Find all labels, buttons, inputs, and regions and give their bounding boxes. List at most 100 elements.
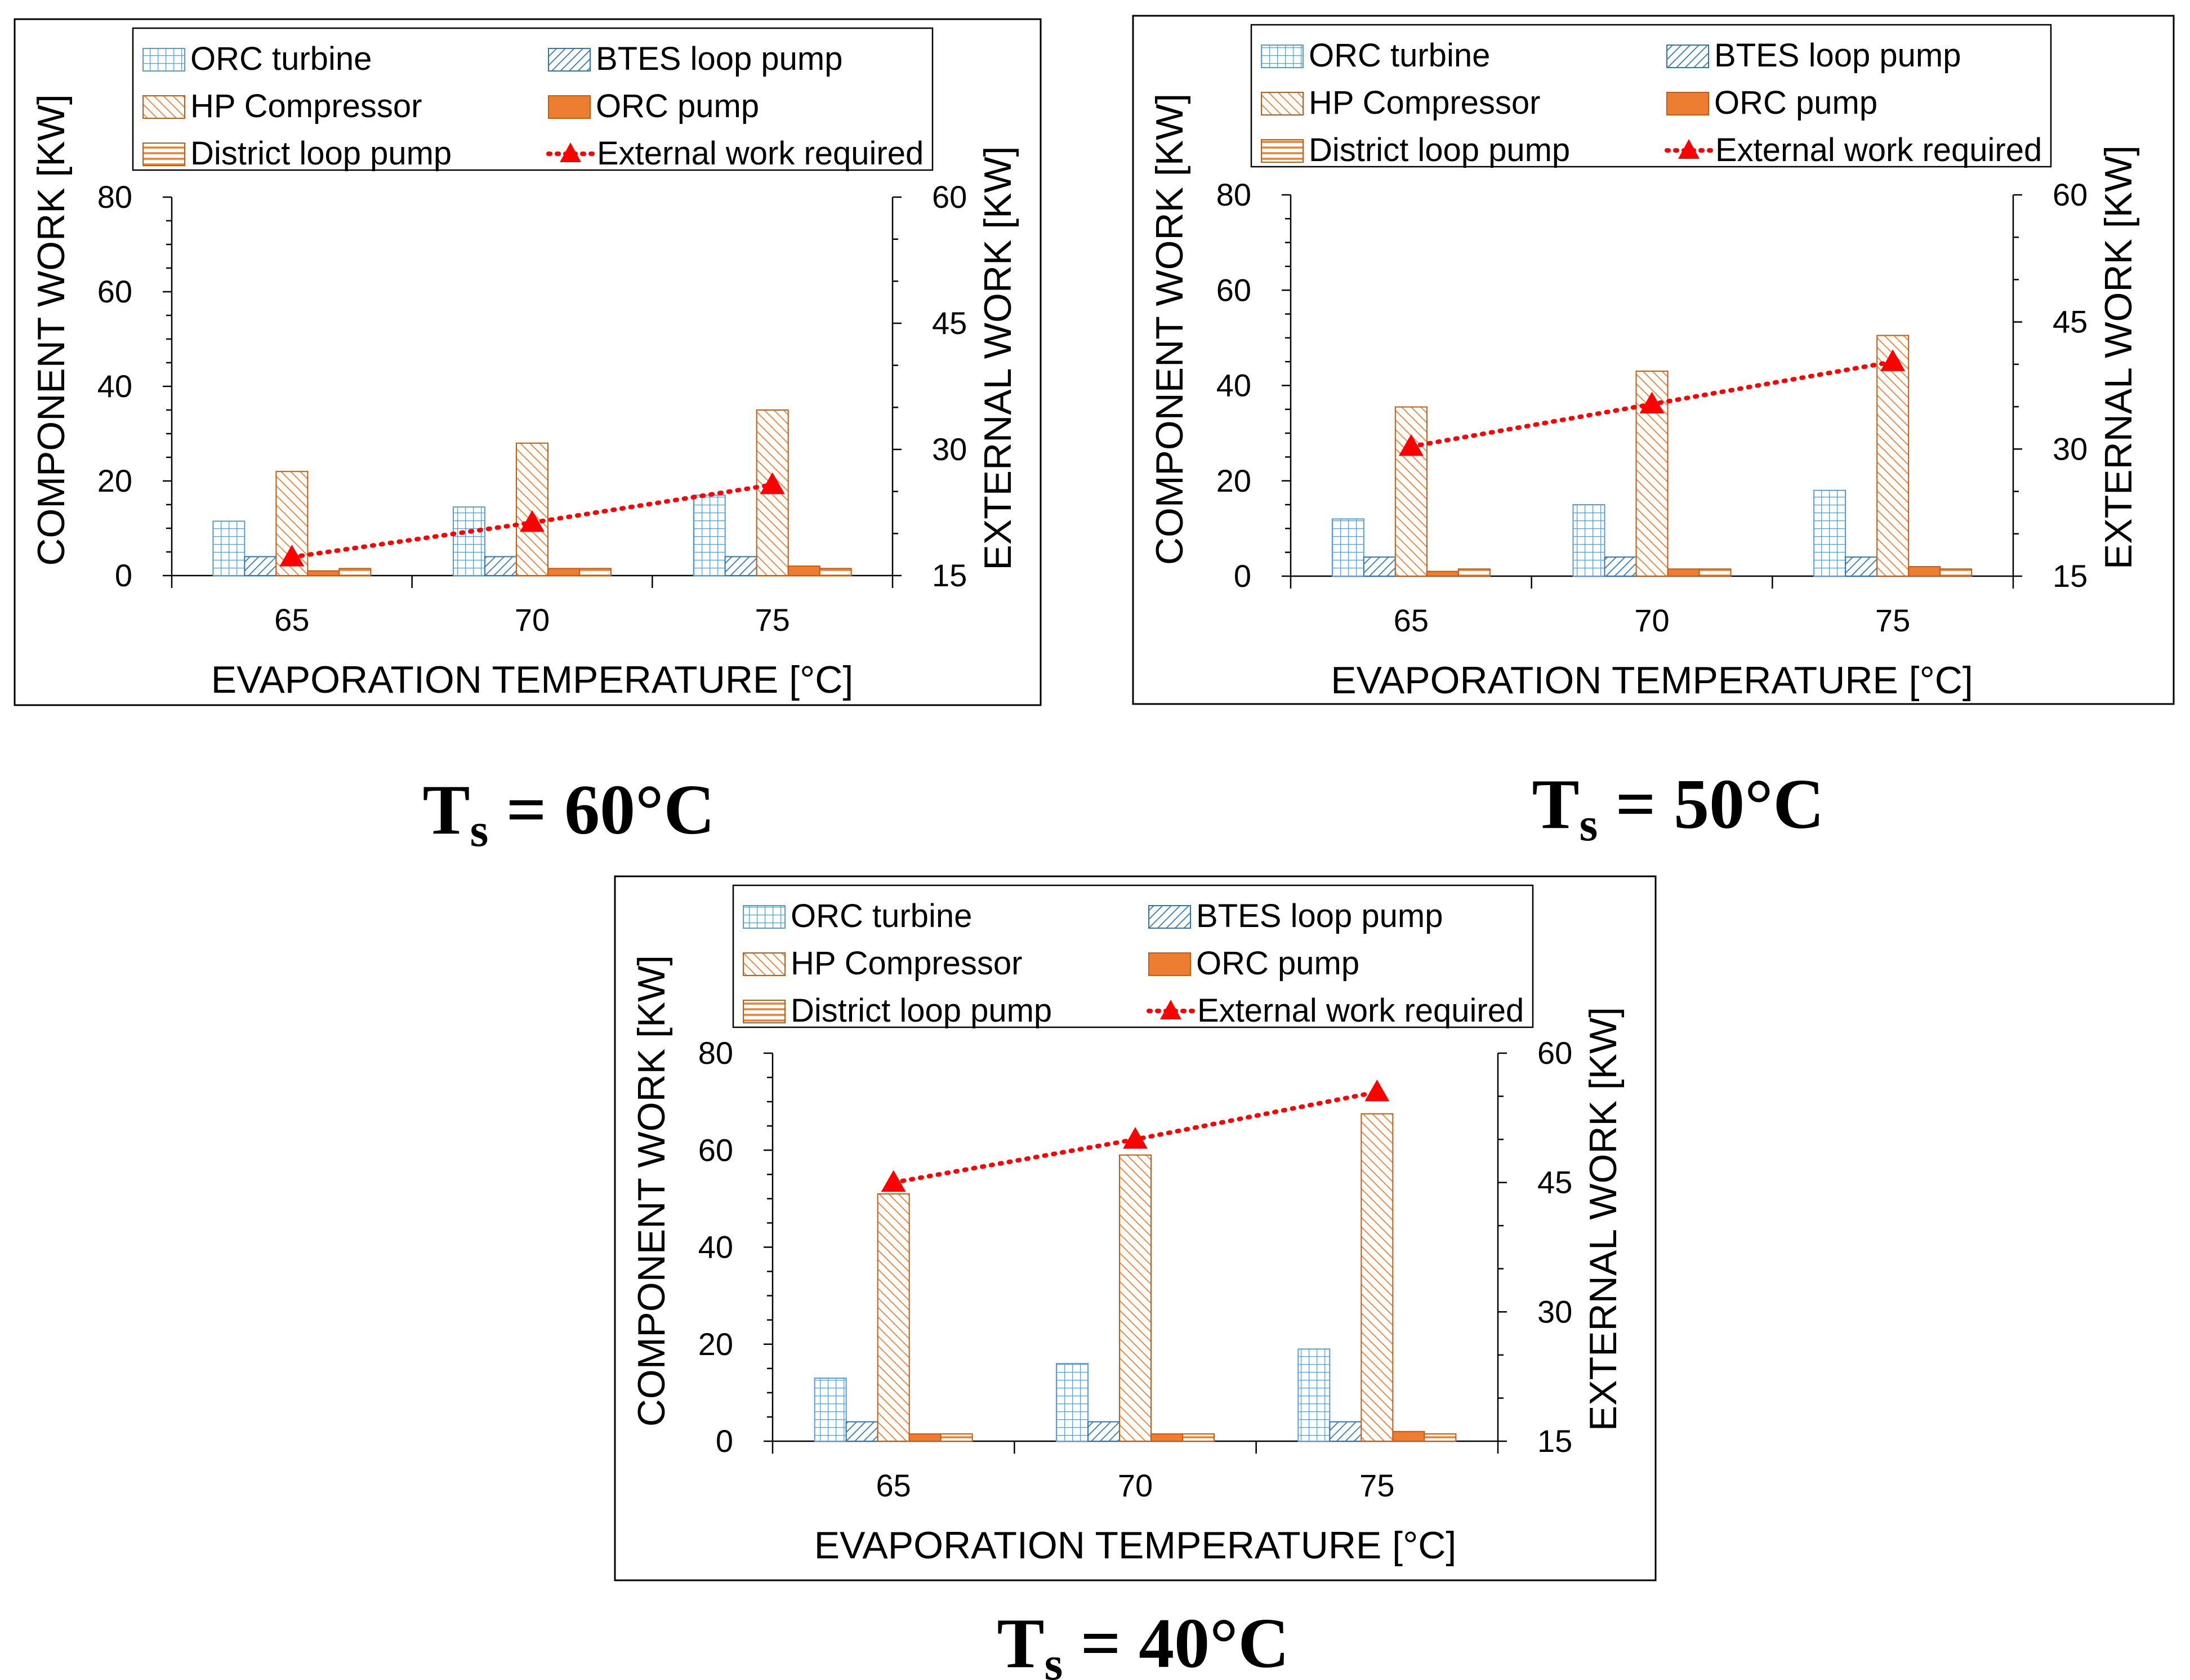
bar-horiz <box>1457 568 1491 577</box>
bar-horiz <box>1424 1433 1457 1442</box>
y-axis-title-right: EXTERNAL WORK [KW] <box>976 146 1019 570</box>
bar-bdiag <box>1087 1421 1120 1442</box>
y-axis-title-left: COMPONENT WORK [KW] <box>1148 93 1191 565</box>
bar-grid <box>1297 1348 1331 1442</box>
y-tick-label-left: 80 <box>97 179 132 215</box>
y-tick-label-right: 60 <box>1537 1035 1572 1071</box>
bar-solid <box>1667 568 1700 577</box>
legend-label: External work required <box>597 135 924 172</box>
y-tick-label-left: 80 <box>1216 177 1251 212</box>
bar-horiz <box>819 568 852 577</box>
caption-rest: = 50°C <box>1598 765 1824 844</box>
external-work-marker <box>520 510 545 532</box>
legend-label: ORC turbine <box>791 898 972 934</box>
caption-rest: = 60°C <box>488 771 715 849</box>
legend-swatch-bdiag <box>1148 905 1191 929</box>
y-tick-label-left: 60 <box>1216 272 1251 308</box>
x-tick-label: 65 <box>1394 603 1429 638</box>
y-tick-label-right: 30 <box>932 431 967 467</box>
y-axis-title-left: COMPONENT WORK [KW] <box>30 94 73 565</box>
y-tick-label-left: 0 <box>716 1423 733 1459</box>
legend-swatch-solid <box>1666 92 1709 115</box>
legend-label: HP Compressor <box>1309 84 1541 121</box>
panel-caption: Ts = 50°C <box>1532 765 1825 851</box>
x-tick-label: 65 <box>274 602 309 638</box>
legend-label: External work required <box>1715 132 2042 168</box>
x-axis-title: EVAPORATION TEMPERATURE [°C] <box>814 1524 1457 1567</box>
legend-label: ORC pump <box>1196 945 1359 982</box>
y-tick-label-left: 60 <box>698 1132 733 1167</box>
y-tick-label-left: 0 <box>1234 558 1251 594</box>
y-tick-label-right: 15 <box>1537 1423 1572 1459</box>
legend-label: External work required <box>1197 992 1524 1029</box>
bar-fdiag <box>1394 406 1428 577</box>
legend-label: ORC pump <box>596 88 759 124</box>
y-axis-title-right: EXTERNAL WORK [KW] <box>2097 145 2140 569</box>
external-work-marker <box>881 1170 906 1192</box>
legend-swatch-bdiag <box>548 48 591 72</box>
bar-bdiag <box>1845 556 1878 577</box>
legend-swatch-marker <box>1160 1000 1181 1019</box>
y-tick-label-right: 15 <box>932 558 967 593</box>
external-work-marker <box>279 545 305 567</box>
bar-horiz <box>940 1433 973 1442</box>
legend-swatch-fdiag <box>142 95 185 119</box>
legend-box <box>1250 24 2052 168</box>
x-tick-label: 70 <box>515 602 550 638</box>
legend-swatch-horiz <box>142 142 185 166</box>
caption-subscript: s <box>1580 799 1598 851</box>
bar-bdiag <box>244 556 277 577</box>
caption-subscript: s <box>470 804 489 857</box>
bar-horiz <box>1182 1433 1215 1442</box>
chart-panel-3: 0 20 40 60 80 15 30 45 60 65 70 75 EVAPORATION TEMPE… <box>614 875 1657 1581</box>
bar-horiz <box>338 568 372 577</box>
y-tick-label-right: 45 <box>932 305 967 341</box>
x-axis-title: EVAPORATION TEMPERATURE [°C] <box>1331 659 1973 702</box>
y-tick-label-right: 45 <box>2053 304 2088 340</box>
legend-box <box>132 27 934 171</box>
bar-bdiag <box>484 556 517 577</box>
legend-box <box>732 884 1534 1028</box>
legend-swatch-horiz <box>743 1000 786 1023</box>
x-tick-label: 75 <box>1875 603 1910 638</box>
legend-label: BTES loop pump <box>1714 37 1961 74</box>
legend-label: District loop pump <box>190 135 452 172</box>
y-axis-title-right: EXTERNAL WORK [KW] <box>1582 1007 1625 1431</box>
legend-swatch-solid <box>548 95 591 119</box>
charts-root: 0 20 40 60 80 15 30 45 60 65 70 75 EVAPORATION TEMPE… <box>14 15 2175 1680</box>
legend-label: HP Compressor <box>190 88 422 124</box>
y-tick-label-left: 40 <box>698 1229 733 1265</box>
y-tick-label-left: 60 <box>97 274 132 309</box>
caption-main: T <box>1532 765 1580 844</box>
bar-bdiag <box>845 1421 878 1442</box>
y-tick-label-left: 0 <box>115 558 132 593</box>
y-tick-label-left: 20 <box>97 463 132 498</box>
legend-label: BTES loop pump <box>1196 898 1443 934</box>
caption-main: T <box>423 771 470 849</box>
x-tick-label: 65 <box>876 1468 911 1503</box>
legend-swatch-grid <box>743 905 786 929</box>
legend-swatch-bdiag <box>1666 44 1709 68</box>
legend-label: BTES loop pump <box>596 41 842 77</box>
y-tick-label-right: 45 <box>1537 1165 1572 1200</box>
bar-fdiag <box>877 1193 910 1442</box>
bar-fdiag <box>1361 1113 1394 1442</box>
bar-bdiag <box>1329 1421 1362 1442</box>
bar-solid <box>787 565 820 577</box>
bar-grid <box>693 494 726 577</box>
external-work-marker <box>1639 391 1665 414</box>
y-tick-label-right: 30 <box>2053 431 2088 466</box>
caption-main: T <box>997 1605 1045 1680</box>
bar-grid <box>1056 1363 1089 1442</box>
y-tick-label-left: 20 <box>698 1326 733 1362</box>
legend-swatch-grid <box>1261 44 1304 68</box>
y-tick-label-right: 30 <box>1537 1294 1572 1329</box>
caption-rest: = 40°C <box>1063 1605 1289 1680</box>
external-work-marker <box>1364 1079 1390 1102</box>
legend-label: ORC turbine <box>190 41 372 77</box>
y-tick-label-right: 60 <box>932 179 967 215</box>
external-work-marker <box>1880 349 1906 371</box>
bar-grid <box>453 506 485 577</box>
bar-grid <box>1813 489 1846 577</box>
